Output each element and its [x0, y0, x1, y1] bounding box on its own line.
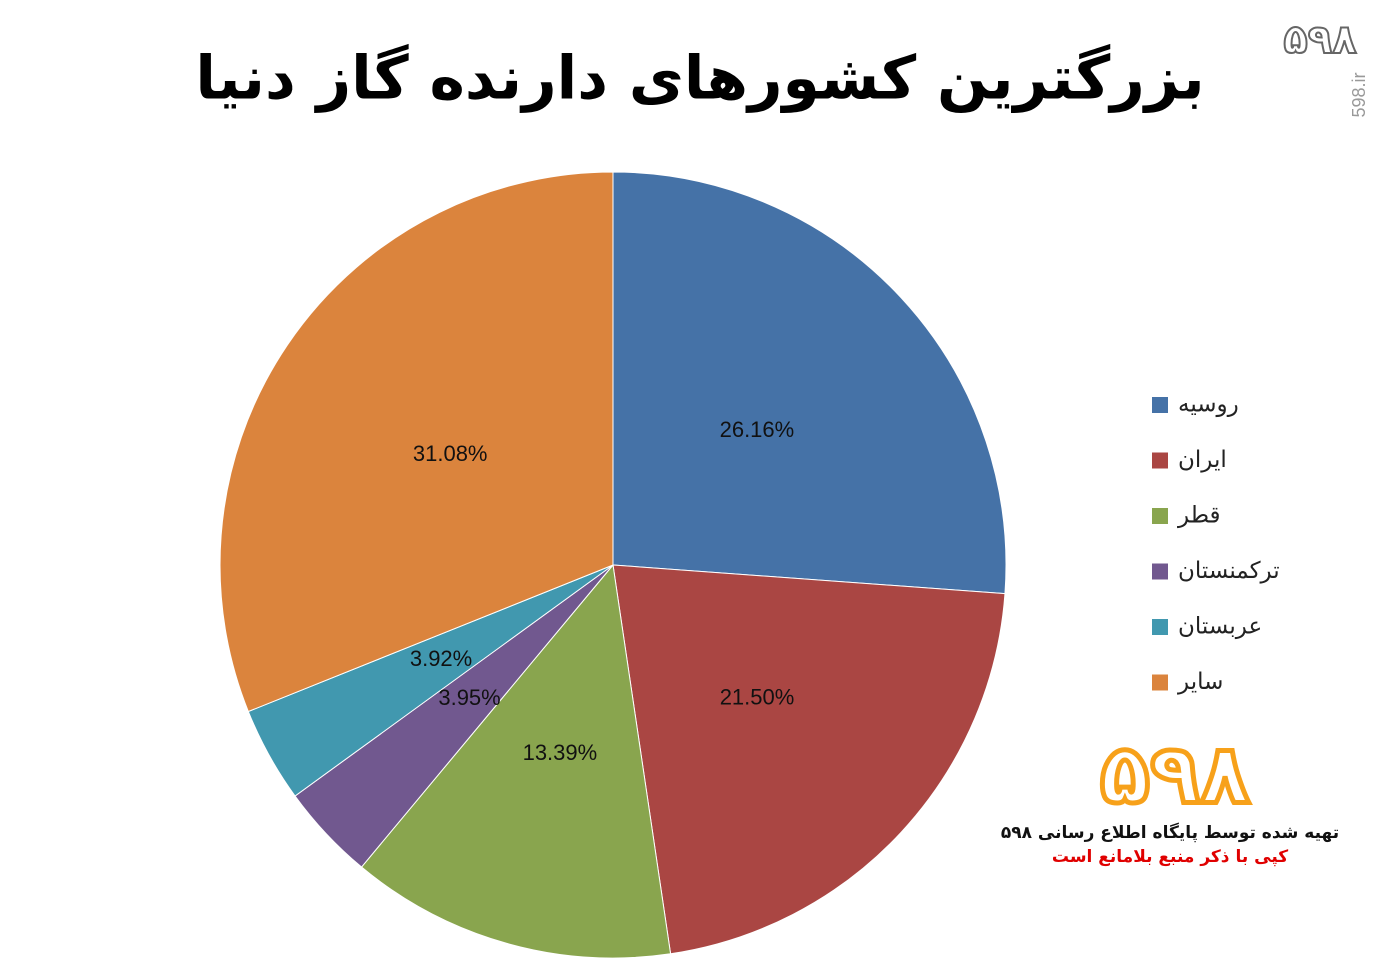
- pie-slice: [360, 563, 672, 959]
- legend-label: عربستان: [1178, 614, 1262, 640]
- value-label: 31.08%: [413, 441, 488, 466]
- corner-logo: ۵۹۸: [1283, 17, 1356, 63]
- watermark: 598.ir: [1349, 72, 1369, 117]
- legend-label: ترکمنستان: [1178, 558, 1280, 584]
- legend-label: روسیه: [1178, 392, 1239, 418]
- pie-slice: [612, 171, 1007, 595]
- legend-label: قطر: [1177, 503, 1221, 529]
- legend-swatch: [1152, 674, 1168, 691]
- legend-swatch: [1152, 452, 1168, 469]
- pie-slice: [612, 564, 1006, 955]
- legend-label: ایران: [1178, 447, 1227, 473]
- value-label: 13.39%: [523, 740, 598, 765]
- legend-swatch: [1152, 563, 1168, 580]
- chart-title: بزرگترین کشورهای دارنده گاز دنیا: [195, 44, 1204, 114]
- legend-swatch: [1152, 397, 1168, 413]
- logo: ۵۹۸: [1100, 727, 1250, 822]
- legend-swatch: [1152, 619, 1168, 635]
- pie-slice: [219, 171, 614, 713]
- value-label: 26.16%: [720, 417, 795, 442]
- value-label: 21.50%: [720, 685, 795, 710]
- credit: تهیه شده توسط پایگاه اطلاع رسانی ۵۹۸: [1001, 822, 1339, 843]
- legend-swatch: [1152, 508, 1168, 524]
- copyright: کپی با ذکر منبع بلامانع است: [1052, 847, 1288, 867]
- value-label: 3.92%: [410, 646, 472, 671]
- legend-label: سایر: [1177, 669, 1223, 695]
- value-label: 3.95%: [438, 685, 500, 710]
